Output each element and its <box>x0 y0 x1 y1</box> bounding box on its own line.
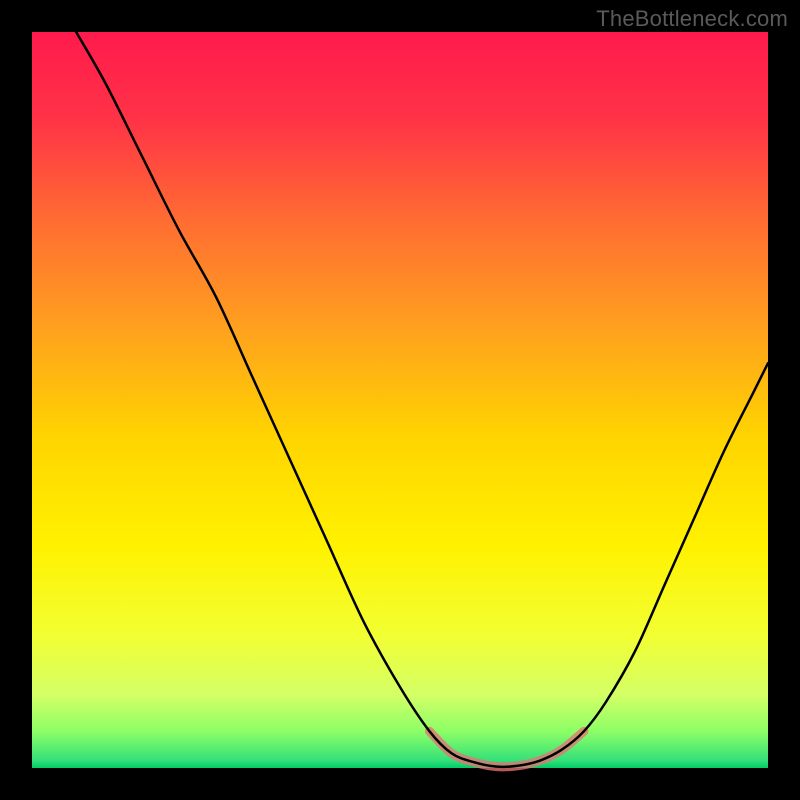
chart-container: TheBottleneck.com <box>0 0 800 800</box>
watermark-text: TheBottleneck.com <box>596 6 788 32</box>
bottleneck-chart <box>0 0 800 800</box>
plot-background <box>32 32 768 768</box>
